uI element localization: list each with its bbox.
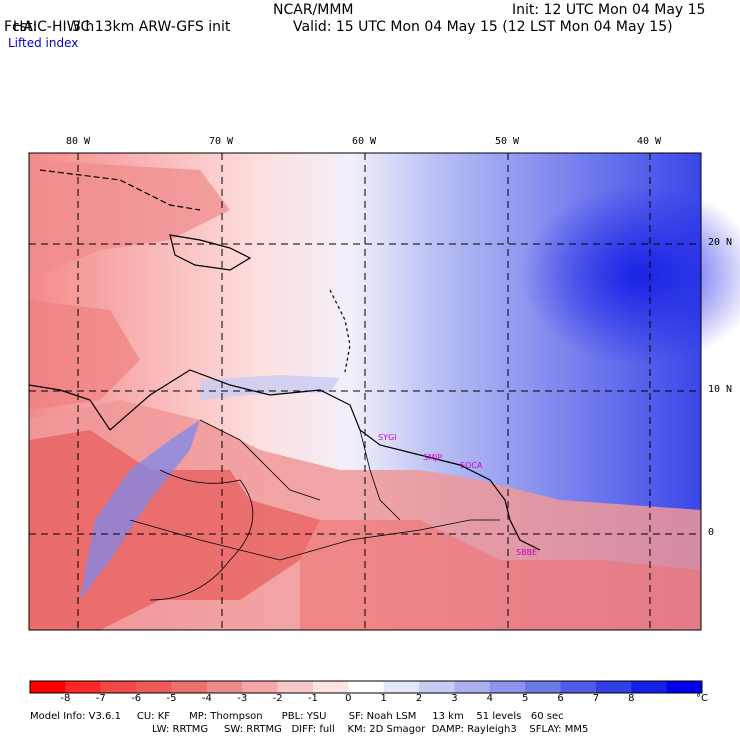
colorbar-swatch (100, 681, 137, 693)
footer-line-2: LW: RRTMG SW: RRTMG DIFF: full KM: 2D Sm… (152, 724, 589, 735)
colorbar-swatch (595, 681, 632, 693)
lat-label-10n: 10 N (708, 384, 733, 395)
lon-label-50w: 50 W (495, 136, 520, 147)
colorbar-tick-label: -8 (60, 693, 71, 704)
colorbar-swatch (30, 681, 66, 693)
colorbar-tick-label: 5 (521, 693, 529, 704)
colorbar-tick-label: 3 (451, 693, 458, 704)
colorbar-swatch (277, 681, 314, 693)
colorbar-swatch (312, 681, 349, 693)
colorbar-swatch (525, 681, 562, 693)
model-title: HAIC-HIWC 13km ARW-GFS init (12, 19, 231, 35)
lon-label-60w: 60 W (352, 136, 377, 147)
lon-label-40w: 40 W (637, 136, 662, 147)
colorbar-tick-label: 7 (592, 693, 600, 704)
colorbar-tick-label: 0 (345, 693, 352, 704)
colorbar-swatch (631, 681, 668, 693)
colorbar-swatch (560, 681, 597, 693)
colorbar-swatch (348, 681, 385, 693)
colorbar-tick-label: 6 (557, 693, 564, 704)
colorbar-swatch (136, 681, 172, 693)
central-america-red (29, 300, 140, 410)
colorbar-swatch (242, 681, 279, 693)
south-america-coastline (109, 369, 541, 551)
caribbean-blue-strip (200, 375, 340, 400)
colorbar-tick-label: -6 (131, 693, 142, 704)
lat-label-0: 0 (708, 527, 715, 538)
andes-blue (80, 420, 200, 600)
header-valid: Valid: 15 UTC Mon 04 May 15 (12 LST Mon … (293, 19, 673, 35)
stations: SYGI SMJP SOCA SBBE (378, 433, 537, 557)
colorbar-tick-label: 8 (628, 693, 635, 704)
colorbar-tick-label: 4 (486, 693, 493, 704)
coastlines (28, 169, 541, 551)
colorbar-tick-label: -3 (237, 693, 248, 704)
station-sbbe: SBBE (516, 548, 537, 557)
colorbar-unit: °C (696, 693, 708, 704)
colorbar-tick-label: -5 (166, 693, 177, 704)
station-smjp: SMJP (423, 453, 442, 462)
colorbar (30, 681, 703, 693)
colorbar-swatch (419, 681, 455, 693)
colorbar-tick-label: 1 (380, 693, 387, 704)
header-org: NCAR/MMM (273, 2, 354, 18)
panama-coastline (28, 384, 111, 431)
header-fcst-value: 3 h (72, 19, 95, 35)
terrain-contours (149, 469, 254, 601)
field-name: Lifted index (8, 36, 79, 50)
header-init: Init: 12 UTC Mon 04 May 15 (512, 2, 706, 18)
lon-label-70w: 70 W (209, 136, 234, 147)
colorbar-tick-label: -4 (201, 693, 212, 704)
colorbar-swatch (65, 681, 102, 693)
graticule (29, 153, 701, 630)
footer-line-1: Model Info: V3.6.1 CU: KF MP: Thompson P… (30, 711, 564, 722)
guyana-border (359, 429, 401, 521)
colorbar-tick-label: 2 (415, 693, 423, 704)
cuba-region (29, 160, 230, 280)
header-fcst-label: Fcst: (4, 19, 38, 35)
colorbar-swatch (454, 681, 491, 693)
station-soca: SOCA (460, 461, 483, 470)
deep-red-patches (29, 430, 320, 630)
hispaniola-coastline (169, 234, 252, 271)
colorbar-tick-label: -7 (95, 693, 106, 704)
colorbar-swatch (489, 681, 526, 693)
station-sygi: SYGI (378, 433, 397, 442)
header-title: HAIC-HIWC 13km ARW-GFS init (4, 2, 231, 36)
country-borders (129, 419, 500, 601)
lat-label-20n: 20 N (708, 237, 733, 248)
amazon-red (300, 520, 701, 630)
lon-label-80w: 80 W (66, 136, 91, 147)
colorbar-swatch (171, 681, 208, 693)
lesser-antilles (329, 289, 351, 373)
colorbar-tick-label: -1 (307, 693, 318, 704)
stable-core (520, 185, 740, 365)
brazil-border (129, 519, 500, 561)
colorbar-swatch (206, 681, 243, 693)
colorbar-tick-label: -2 (272, 693, 283, 704)
colorbar-swatch (666, 681, 703, 693)
colorbar-swatch (383, 681, 420, 693)
colorbar-frame (29, 680, 703, 694)
venezuela-border (199, 419, 321, 501)
map-frame (28, 152, 702, 631)
